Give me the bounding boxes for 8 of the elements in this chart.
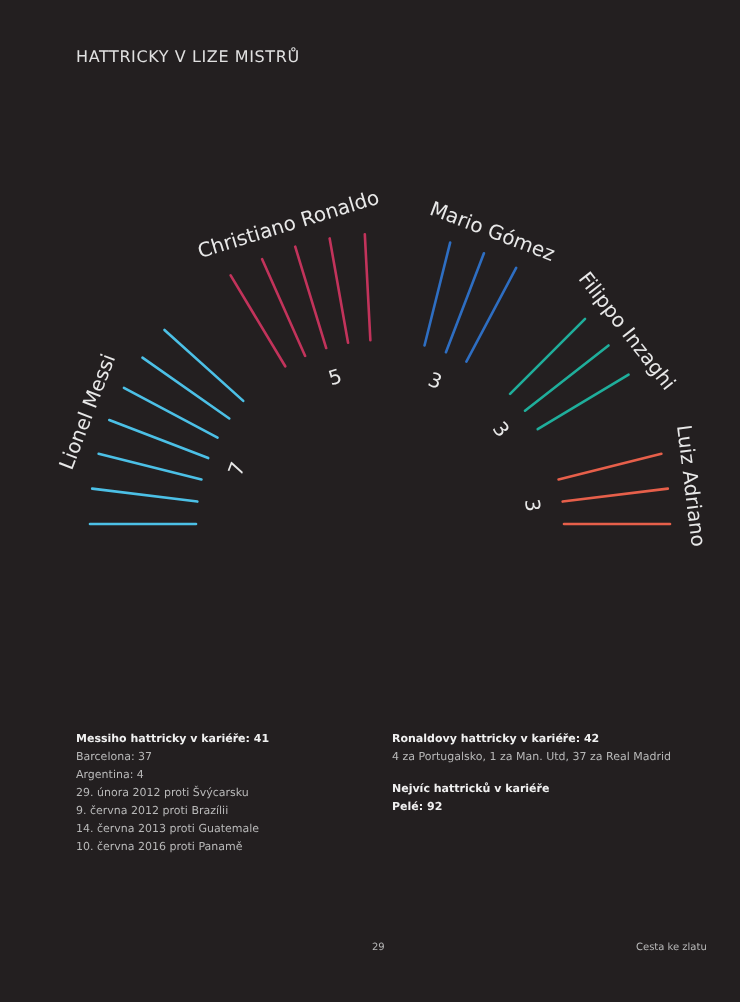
data-label: 7 [225,459,251,480]
data-label: 3 [518,497,543,514]
data-label: 3 [487,418,513,443]
data-label: 5 [326,366,345,392]
text: HATTRICKY V LIZE MISTRŮ [76,48,300,66]
category-label: Luiz Adriano [671,423,708,549]
category-label: Lionel Messi [56,351,121,474]
data-label: 3 [424,369,445,395]
